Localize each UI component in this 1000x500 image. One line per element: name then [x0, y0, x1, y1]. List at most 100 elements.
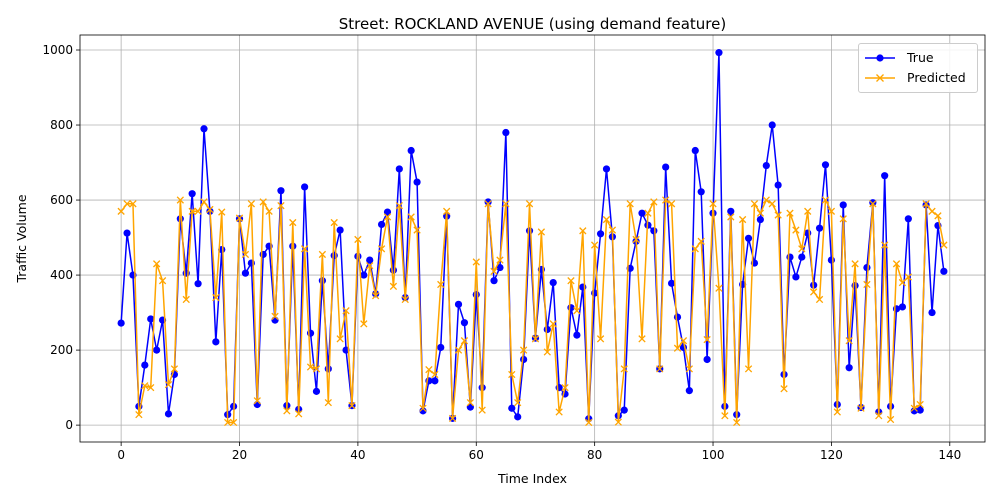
data-point-true [821, 161, 830, 169]
data-point-predicted [443, 207, 451, 215]
data-point-true [377, 220, 386, 229]
x-tick-label: 0 [117, 448, 125, 462]
legend-item-true: True [859, 48, 977, 68]
plot-frame [79, 34, 986, 443]
data-point-true [792, 273, 800, 281]
data-point-predicted [158, 277, 167, 285]
data-point-true [662, 163, 670, 171]
x-tick-label: 80 [587, 448, 602, 462]
data-point-predicted [756, 209, 765, 217]
data-point-predicted [265, 207, 273, 215]
data-point-true [685, 387, 693, 395]
data-point-predicted [271, 312, 279, 320]
data-point-true [147, 315, 155, 323]
data-point-true [431, 377, 439, 385]
data-point-predicted [833, 408, 841, 416]
series-true [117, 49, 948, 423]
data-point-true [549, 278, 557, 287]
data-point-true [863, 263, 871, 272]
data-point-predicted [549, 320, 557, 328]
data-point-true [756, 215, 764, 224]
data-point-predicted [413, 226, 421, 234]
data-point-predicted [318, 250, 327, 259]
data-point-true [301, 183, 309, 191]
data-point-predicted [472, 258, 480, 266]
data-point-predicted [525, 200, 534, 208]
data-point-true [827, 256, 836, 264]
data-point-true [715, 49, 723, 57]
data-point-predicted [792, 226, 800, 234]
data-point-true [786, 253, 794, 261]
data-point-predicted [395, 202, 403, 210]
data-point-true [620, 406, 628, 414]
data-point-predicted [881, 241, 889, 249]
data-point-predicted [685, 365, 694, 373]
data-point-predicted [354, 235, 362, 244]
data-point-predicted [596, 335, 605, 343]
data-point-true [543, 325, 551, 334]
data-point-predicted [164, 380, 173, 389]
data-point-predicted [123, 200, 131, 208]
data-point-predicted [555, 408, 563, 416]
data-point-predicted [922, 200, 930, 208]
data-point-predicted [644, 209, 652, 217]
data-point-predicted [241, 250, 250, 259]
data-point-true [638, 209, 646, 217]
data-point-predicted [940, 241, 948, 249]
x-axis-label: Time Index [497, 471, 567, 486]
data-point-predicted [194, 207, 202, 215]
data-point-predicted [324, 398, 332, 407]
series-line-predicted [120, 199, 945, 424]
data-point-predicted [673, 344, 682, 352]
data-point-true [407, 146, 415, 155]
data-point-predicted [620, 365, 628, 373]
data-point-true [520, 355, 528, 364]
data-point-true [508, 404, 516, 412]
data-point-predicted [768, 200, 776, 208]
data-point-predicted [425, 365, 433, 374]
x-tick-label: 20 [232, 448, 247, 462]
data-point-predicted [590, 241, 599, 249]
data-point-true [940, 267, 948, 275]
data-point-predicted [679, 337, 688, 345]
data-point-predicted [786, 209, 794, 217]
data-point-predicted [869, 200, 877, 208]
data-point-predicted [821, 196, 830, 204]
data-point-predicted [496, 256, 504, 264]
data-point-predicted [377, 245, 386, 253]
data-point-predicted [383, 213, 392, 221]
data-point-predicted [632, 235, 640, 244]
data-point-true [881, 172, 889, 180]
data-point-true [253, 400, 261, 409]
data-point-predicted [247, 200, 256, 208]
data-point-true [318, 277, 326, 285]
data-point-true [845, 364, 853, 372]
data-point-predicted [176, 196, 184, 204]
data-point-predicted [626, 200, 634, 208]
data-point-predicted [135, 410, 143, 419]
data-point-true [200, 125, 208, 133]
data-point-true [413, 178, 421, 186]
data-point-predicted [360, 320, 368, 328]
data-point-predicted [259, 198, 267, 206]
data-point-true [798, 253, 806, 261]
data-point-true [602, 165, 611, 173]
x-tick-label: 60 [469, 448, 484, 462]
data-point-true [212, 338, 220, 346]
data-point-predicted [514, 398, 522, 407]
data-point-predicted [934, 212, 942, 220]
data-point-predicted [342, 307, 350, 315]
data-point-true [727, 207, 735, 215]
data-point-predicted [573, 307, 581, 315]
data-point-predicted [519, 346, 528, 354]
data-point-predicted [295, 410, 303, 418]
data-point-predicted [691, 245, 699, 253]
data-point-true [762, 161, 770, 170]
data-point-true [324, 365, 332, 373]
data-point-predicted [780, 385, 788, 393]
data-point-predicted [898, 278, 907, 287]
data-point-predicted [809, 288, 818, 296]
data-point-true [774, 181, 782, 189]
data-point-predicted [638, 335, 646, 343]
data-point-true [869, 199, 877, 207]
